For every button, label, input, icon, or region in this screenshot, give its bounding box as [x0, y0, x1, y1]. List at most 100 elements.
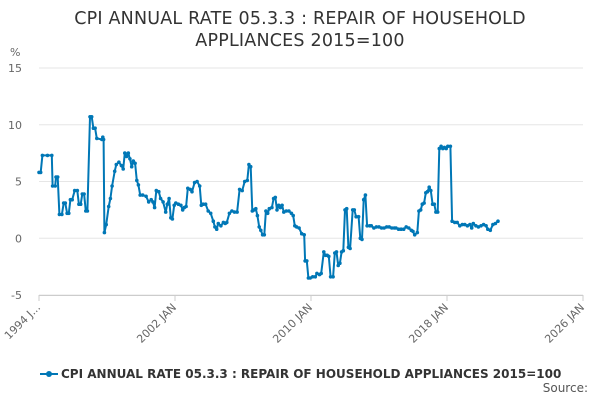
data-point	[211, 219, 216, 223]
data-point	[255, 213, 260, 218]
data-point	[319, 271, 324, 276]
data-point	[136, 183, 141, 187]
data-point	[270, 205, 274, 210]
data-point	[265, 211, 270, 216]
data-point	[133, 161, 137, 166]
data-point	[151, 200, 155, 204]
data-point	[126, 151, 131, 155]
data-point	[55, 175, 60, 179]
data-point	[356, 214, 361, 219]
data-point	[245, 178, 250, 183]
data-point	[227, 211, 232, 216]
data-point	[401, 227, 406, 231]
data-point	[305, 259, 309, 263]
data-point	[101, 137, 106, 142]
data-point	[117, 160, 121, 164]
data-point	[167, 196, 171, 201]
data-point	[313, 275, 318, 279]
data-point	[89, 115, 94, 119]
data-point	[208, 211, 213, 216]
data-point	[452, 220, 457, 225]
data-point	[78, 202, 83, 206]
data-point	[435, 210, 440, 214]
data-point	[396, 227, 401, 231]
data-point	[165, 202, 170, 206]
data-point	[352, 208, 357, 212]
data-point	[219, 224, 223, 228]
data-point	[60, 212, 64, 217]
data-point	[235, 210, 239, 214]
data-point	[53, 184, 57, 188]
data-point	[469, 226, 474, 230]
data-point	[331, 275, 335, 279]
data-point	[163, 210, 168, 214]
data-point	[197, 184, 202, 188]
data-point	[257, 225, 262, 229]
data-point	[232, 210, 237, 214]
data-point	[40, 153, 45, 158]
data-point	[161, 200, 165, 204]
data-point	[360, 237, 364, 242]
data-point	[496, 219, 500, 223]
data-point	[110, 184, 114, 188]
data-point	[418, 208, 423, 212]
data-point	[488, 228, 493, 233]
data-point	[216, 221, 221, 226]
data-point	[95, 136, 99, 141]
y-axis-unit-label: %	[10, 46, 20, 59]
data-point	[75, 188, 80, 193]
data-point	[302, 233, 307, 237]
data-point	[287, 209, 291, 213]
data-point	[448, 144, 453, 149]
data-point	[225, 220, 229, 225]
data-point	[374, 225, 379, 229]
data-point	[152, 205, 157, 210]
data-point	[471, 221, 476, 226]
data-point	[190, 189, 194, 194]
data-point	[50, 153, 54, 158]
data-point	[70, 197, 74, 202]
data-point	[310, 275, 315, 279]
data-point	[390, 226, 394, 230]
data-point	[334, 250, 339, 254]
data-point	[262, 233, 267, 237]
data-point	[379, 226, 384, 230]
chart-legend[interactable]: CPI ANNUAL RATE 05.3.3 : REPAIR OF HOUSE…	[40, 365, 600, 383]
data-point	[280, 203, 284, 208]
data-point	[344, 206, 349, 211]
data-point	[102, 230, 107, 235]
data-point	[112, 169, 117, 174]
data-point	[144, 194, 148, 199]
data-point	[45, 153, 50, 158]
y-tick-label-0: 0	[15, 232, 22, 245]
data-point	[297, 226, 301, 230]
data-point	[425, 189, 430, 194]
data-point	[384, 225, 389, 229]
data-point	[363, 193, 368, 197]
data-point	[108, 196, 113, 201]
data-point	[158, 196, 163, 201]
data-point	[407, 226, 411, 230]
data-point	[484, 224, 488, 228]
y-tick-label-5: 5	[15, 176, 22, 189]
source-credit: Source:	[542, 381, 588, 395]
data-point	[82, 192, 86, 196]
data-point	[412, 233, 417, 237]
data-point	[291, 213, 296, 218]
data-point	[284, 209, 289, 213]
data-point	[411, 229, 415, 234]
series-line-0	[39, 115, 499, 279]
data-point	[114, 162, 119, 167]
data-point	[106, 204, 111, 209]
data-point	[119, 163, 124, 168]
data-point	[57, 212, 62, 217]
legend-series-label: CPI ANNUAL RATE 05.3.3 : REPAIR OF HOUSE…	[61, 367, 562, 381]
data-point	[341, 248, 346, 253]
data-point	[273, 195, 278, 200]
data-point	[259, 228, 263, 233]
x-tick-label-1: 2002 JAN	[134, 301, 179, 346]
data-point	[322, 250, 326, 254]
data-point	[128, 157, 132, 161]
y-tick-label-15: 15	[8, 62, 22, 75]
data-point	[184, 204, 188, 209]
